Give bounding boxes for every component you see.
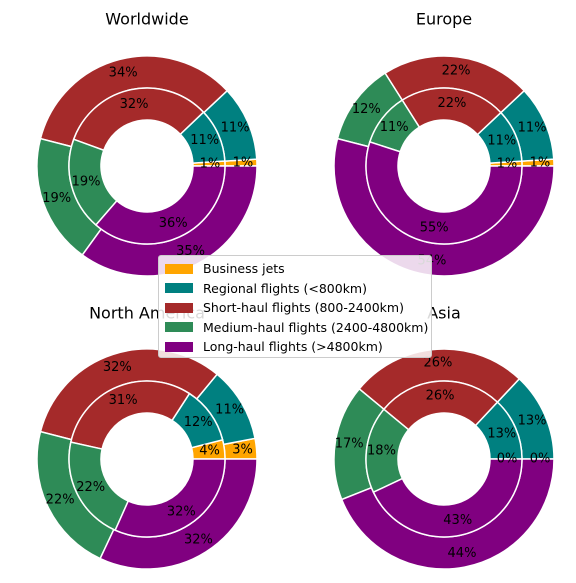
outer-ring-label-regional: 13% <box>518 413 547 428</box>
legend-item-long-haul: Long-haul flights (>4800km) <box>165 337 425 357</box>
outer-ring-label-regional: 11% <box>215 403 244 418</box>
outer-ring-label-short: 34% <box>109 66 138 81</box>
outer-ring-label-long: 44% <box>448 546 477 561</box>
inner-ring-label-regional: 13% <box>487 426 516 441</box>
legend-swatch-long-haul <box>165 341 193 352</box>
inner-ring-label-business: 1% <box>497 157 518 172</box>
outer-ring-label-business: 3% <box>232 442 253 457</box>
outer-ring-label-medium: 17% <box>335 436 364 451</box>
legend-item-business: Business jets <box>165 259 425 279</box>
outer-ring-label-business: 1% <box>233 155 254 170</box>
outer-ring-label-regional: 11% <box>221 120 250 135</box>
outer-ring-label-medium: 12% <box>352 102 381 117</box>
inner-ring-label-business: 1% <box>200 157 221 172</box>
inner-ring-label-long: 55% <box>420 221 449 236</box>
legend-label-regional: Regional flights (<800km) <box>203 280 367 296</box>
outer-ring-label-regional: 11% <box>518 120 547 135</box>
inner-ring-label-short: 31% <box>109 393 138 408</box>
outer-ring-label-short: 32% <box>103 360 132 375</box>
inner-ring-label-medium: 18% <box>367 444 396 459</box>
inner-ring-slice-long <box>114 458 226 538</box>
inner-ring-label-medium: 19% <box>72 174 101 189</box>
outer-ring-label-long: 32% <box>184 533 213 548</box>
outer-ring-label-medium: 22% <box>46 492 75 507</box>
legend-swatch-medium-haul <box>165 322 193 333</box>
inner-ring-label-long: 43% <box>443 513 472 528</box>
inner-ring-label-medium: 22% <box>76 480 105 495</box>
inner-ring-label-regional: 12% <box>184 415 213 430</box>
legend-label-long-haul: Long-haul flights (>4800km) <box>203 339 383 355</box>
legend-label-medium-haul: Medium-haul flights (2400-4800km) <box>203 319 429 335</box>
outer-ring-label-business: 0% <box>530 452 551 467</box>
legend-item-regional: Regional flights (<800km) <box>165 279 425 299</box>
inner-ring-label-medium: 11% <box>380 120 409 135</box>
legend-swatch-business <box>165 263 193 274</box>
chart-title: Europe <box>416 10 472 29</box>
legend-item-medium-haul: Medium-haul flights (2400-4800km) <box>165 318 429 338</box>
inner-ring-label-short: 26% <box>426 389 455 404</box>
legend-swatch-regional <box>165 283 193 294</box>
inner-ring-label-short: 32% <box>120 97 149 112</box>
legend: Business jets Regional flights (<800km) … <box>158 255 432 358</box>
legend-label-business: Business jets <box>203 261 285 277</box>
donut-chart-3: Asia 0% 13% 26% 17% 44% 0% 13% 26% 18% 43% <box>333 304 555 570</box>
legend-swatch-short-haul <box>165 302 193 313</box>
donut-chart-2: North America3%11%32%22%32%4%12%31%22%32… <box>36 304 258 570</box>
outer-ring-label-short: 22% <box>442 63 471 78</box>
chart-title: Asia <box>427 304 461 323</box>
legend-label-short-haul: Short-haul flights (800-2400km) <box>203 300 404 316</box>
inner-ring-slice-long <box>365 140 523 245</box>
chart-title: Worldwide <box>105 10 188 29</box>
inner-ring-label-short: 22% <box>437 96 466 111</box>
inner-ring-label-long: 36% <box>159 216 188 231</box>
inner-ring-slice-long <box>94 165 226 245</box>
inner-ring-label-business: 4% <box>199 444 220 459</box>
inner-ring-label-regional: 11% <box>190 133 219 148</box>
inner-ring-label-long: 32% <box>167 504 196 519</box>
outer-ring-label-short: 26% <box>424 356 453 371</box>
outer-ring-label-business: 1% <box>530 155 551 170</box>
legend-item-short-haul: Short-haul flights (800-2400km) <box>165 298 425 318</box>
inner-ring-slice-short <box>69 380 191 450</box>
outer-ring-label-medium: 19% <box>42 191 71 206</box>
inner-ring-label-regional: 11% <box>487 133 516 148</box>
inner-ring-slice-short <box>72 87 205 152</box>
inner-ring-label-business: 0% <box>497 452 518 467</box>
inner-ring-slice-long <box>372 458 523 538</box>
